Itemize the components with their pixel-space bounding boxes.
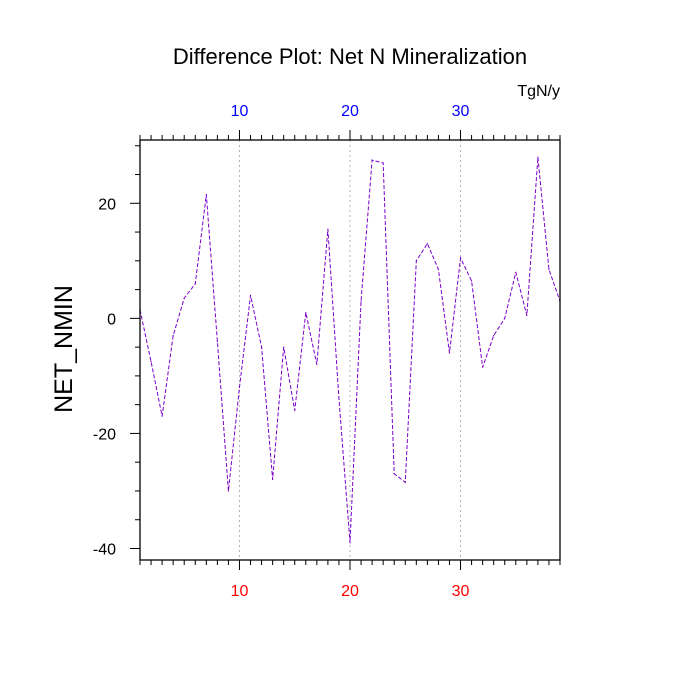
data-point [161,415,163,417]
data-point [526,314,528,317]
data-point [349,542,351,544]
y-tick-label: 0 [107,311,116,328]
data-point [537,156,539,158]
data-point [426,242,428,245]
data-point [360,300,362,302]
x-tick-label-bottom: 20 [341,583,359,600]
data-point [249,294,252,296]
data-point [382,162,384,164]
data-point [470,280,473,282]
data-point [216,340,218,342]
data-point [493,335,495,337]
data-point [183,297,185,299]
data-point [272,478,274,481]
x-tick-label-top: 30 [452,103,470,120]
data-point [393,473,395,475]
units-label: TgN/y [517,83,560,100]
data-point [238,386,241,388]
y-tick-label: -40 [93,541,116,558]
data-point [459,257,462,259]
x-tick-label-bottom: 10 [231,583,249,600]
data-point [194,283,196,285]
data-point [437,268,440,271]
data-point [305,312,307,314]
axes-layer [130,130,561,570]
data-point [227,490,230,492]
data-point [371,159,373,161]
data-point [448,352,451,354]
y-tick-label: -20 [93,426,116,443]
data-point [415,260,417,262]
data-point [338,398,340,400]
x-tick-label-bottom: 30 [452,583,470,600]
data-point [515,271,517,273]
grid-layer [238,140,462,560]
data-point [172,335,174,337]
data-point [548,268,550,271]
x-tick-label-top: 20 [341,103,359,120]
y-axis-label: NET_NMIN [50,285,78,413]
data-point [150,360,152,363]
data-point [205,194,207,196]
chart-title: Difference Plot: Net N Mineralization [173,44,527,69]
labels-layer: 10 20 30 10 20 30 -40 -20 0 20 [93,103,470,600]
data-point [482,366,484,368]
data-point [327,228,329,230]
y-tick-label: 20 [98,196,116,213]
data-point [404,481,406,483]
data-point [504,317,506,319]
data-point [283,346,285,348]
x-tick-label-top: 10 [231,103,249,120]
data-point [316,363,318,365]
data-point [294,409,296,412]
data-point [260,346,263,348]
